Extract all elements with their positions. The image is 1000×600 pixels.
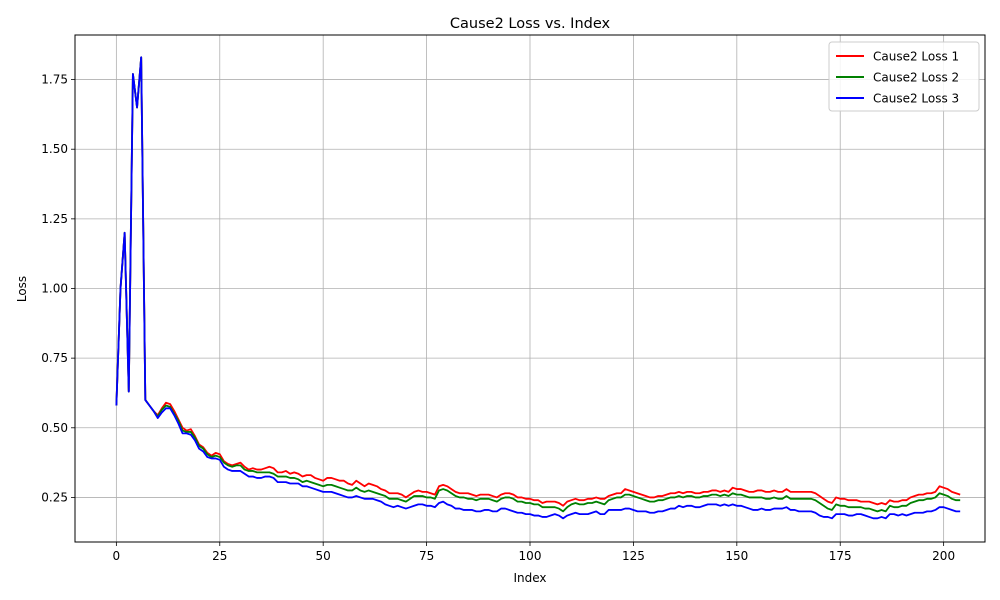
y-tick-label: 1.75	[41, 73, 68, 87]
y-tick-label: 1.00	[41, 282, 68, 296]
series-line-loss-1	[115, 56, 961, 507]
x-tick-label: 125	[622, 549, 645, 563]
chart-title: Cause2 Loss vs. Index	[450, 16, 611, 32]
y-tick-label: 0.25	[41, 490, 68, 504]
x-tick-label: 175	[829, 549, 852, 563]
y-axis-label: Loss	[15, 276, 29, 302]
x-tick-label: 75	[419, 549, 434, 563]
series-line-loss-2	[115, 56, 961, 513]
x-tick-label: 0	[113, 549, 121, 563]
legend-label-loss-2: Cause2 Loss 2	[873, 71, 959, 85]
x-tick-label: 50	[316, 549, 331, 563]
y-tick-label: 1.25	[41, 212, 68, 226]
x-tick-label: 100	[519, 549, 542, 563]
x-tick-label: 200	[932, 549, 955, 563]
y-tick-label: 0.50	[41, 421, 68, 435]
legend-label-loss-3: Cause2 Loss 3	[873, 92, 959, 106]
x-tick-label: 150	[725, 549, 748, 563]
grid	[75, 35, 985, 542]
y-axis-ticks: 0.25 0.50 0.75 1.00 1.25 1.50 1.75	[41, 73, 75, 504]
x-tick-label: 25	[212, 549, 227, 563]
y-tick-label: 0.75	[41, 351, 68, 365]
series-lines	[115, 56, 961, 520]
legend: Cause2 Loss 1 Cause2 Loss 2 Cause2 Loss …	[828, 41, 980, 112]
x-axis-ticks: 0 25 50 75 100 125 150 175 200	[113, 542, 955, 563]
legend-label-loss-1: Cause2 Loss 1	[873, 50, 959, 64]
x-axis-label: Index	[513, 571, 546, 585]
y-tick-label: 1.50	[41, 142, 68, 156]
series-line-loss-3	[115, 56, 961, 520]
legend-box	[828, 41, 980, 112]
